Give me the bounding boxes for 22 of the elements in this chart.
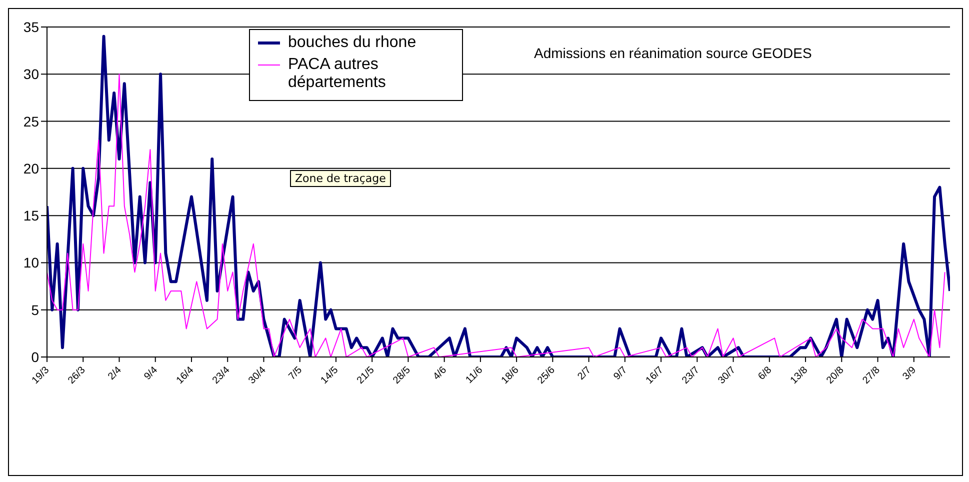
x-tick-label: 6/8 (756, 364, 774, 382)
legend-label: bouches du rhone (288, 34, 416, 52)
y-tick-label: 0 (31, 348, 40, 365)
x-tick-label: 2/7 (576, 364, 594, 382)
x-tick-label: 30/4 (246, 364, 269, 386)
x-tick-label: 11/6 (464, 364, 486, 386)
x-tick-label: 3/9 (900, 364, 919, 382)
y-tick-label: 15 (23, 208, 40, 224)
x-tick-label: 4/6 (431, 364, 450, 382)
y-tick-label: 5 (31, 302, 40, 318)
y-tick-label: 20 (23, 160, 40, 176)
y-tick-label: 30 (23, 66, 40, 82)
y-tick-label: 25 (23, 113, 40, 130)
legend-label: PACA autres départements (288, 56, 387, 92)
y-tick-label: 35 (23, 18, 40, 35)
y-tick-label: 10 (23, 254, 40, 271)
x-tick-label: 9/7 (612, 364, 630, 382)
x-tick-label: 9/4 (142, 364, 160, 382)
text: Admissions en réanimation source GEODES (534, 45, 812, 61)
annotation: Zone de traçage (290, 170, 391, 187)
x-tick-label: 2/4 (106, 364, 124, 382)
x-tick-label: 7/5 (286, 364, 305, 382)
